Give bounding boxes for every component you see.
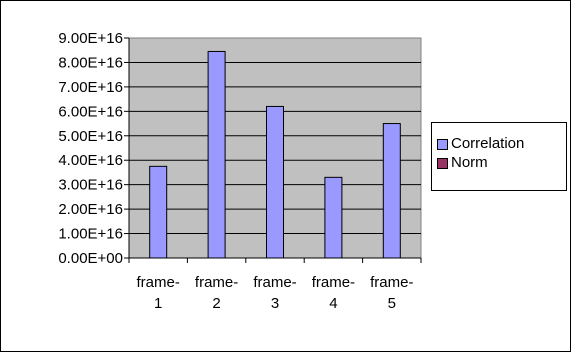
x-tick-label-line2: 2 (212, 295, 220, 312)
bar-correlation (266, 105, 284, 259)
x-tick-label-line1: frame- (137, 274, 180, 291)
y-tick-label: 4.00E+16 (58, 152, 123, 169)
y-tick-label: 1.00E+16 (58, 226, 123, 243)
bar-correlation (149, 165, 168, 259)
legend-item-norm: Norm (437, 154, 488, 172)
x-tick-label-line1: frame- (312, 274, 355, 291)
y-tick-label: 7.00E+16 (58, 79, 123, 96)
x-tick-label-line2: 1 (154, 295, 162, 312)
x-tick-label-line1: frame- (370, 274, 413, 291)
x-tick-label-line2: 5 (388, 295, 396, 312)
bar-correlation (324, 176, 343, 259)
y-tick-label: 3.00E+16 (58, 177, 123, 194)
y-tick-label: 6.00E+16 (58, 103, 123, 120)
legend-swatch-norm (437, 157, 448, 169)
legend-swatch-correlation (437, 138, 448, 150)
bar-correlation (382, 123, 401, 259)
legend-item-correlation: Correlation (437, 135, 524, 153)
legend-label-norm: Norm (451, 154, 488, 171)
x-tick-label-line2: 3 (271, 295, 279, 312)
bar-correlation (207, 50, 226, 259)
x-tick-label-line1: frame- (195, 274, 238, 291)
y-tick-label: 5.00E+16 (58, 128, 123, 145)
x-tick-label-line2: 4 (329, 295, 337, 312)
legend-label-correlation: Correlation (451, 135, 525, 152)
y-tick-label: 0.00E+00 (58, 250, 123, 267)
y-tick-label: 2.00E+16 (58, 201, 123, 218)
y-tick-label: 8.00E+16 (58, 54, 123, 71)
x-tick-label-line1: frame- (253, 274, 296, 291)
y-tick-label: 9.00E+16 (58, 30, 123, 47)
legend: Correlation Norm (431, 122, 567, 191)
